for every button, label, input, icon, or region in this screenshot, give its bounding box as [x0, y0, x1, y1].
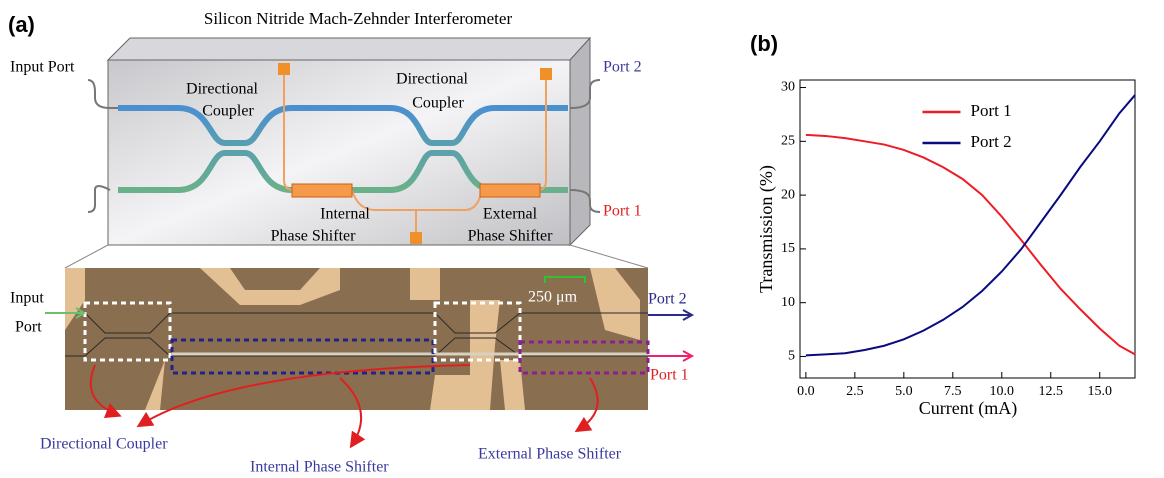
title: Silicon Nitride Mach-Zehnder Interferome…	[204, 9, 513, 28]
port-label: Port 2	[603, 59, 642, 76]
port-label: Port 1	[603, 203, 642, 220]
component-label: Coupler	[412, 95, 464, 112]
x-tick-label: 2.5	[846, 384, 864, 399]
panel-label: (a)	[8, 12, 35, 37]
port-label: Input	[10, 290, 44, 307]
figure: (a) Silicon Nitride Mach-Zehnder Interfe…	[0, 0, 1164, 478]
component-label: Coupler	[202, 103, 254, 120]
component-label: Phase Shifter	[468, 228, 554, 245]
y-tick-label: 5	[788, 349, 795, 364]
callout-label: External Phase Shifter	[478, 446, 622, 463]
x-tick-label: 5.0	[895, 384, 913, 399]
x-tick-label: 10.0	[990, 384, 1015, 399]
port-label: Input Port	[10, 59, 75, 76]
component-label: Directional	[396, 71, 469, 88]
y-axis-label: Transmission (%)	[756, 165, 777, 293]
arrow	[648, 310, 692, 320]
port-label: Port 2	[648, 291, 687, 308]
y-tick-label: 25	[781, 134, 795, 149]
panel-b: (b) Current (mA) Transmission (%)	[750, 31, 1135, 419]
component-label: External	[483, 206, 538, 223]
port-label: Port	[15, 319, 42, 336]
chip-top	[108, 38, 590, 60]
x-tick-label: 12.5	[1039, 384, 1064, 399]
y-tick-label: 20	[781, 187, 795, 202]
port-label: Port 1	[650, 367, 689, 384]
heater	[292, 184, 352, 197]
pad	[278, 63, 290, 75]
scale-label: 250 μm	[528, 289, 578, 306]
pad	[540, 68, 552, 80]
y-tick-label: 30	[781, 80, 795, 95]
callout-label: Internal Phase Shifter	[250, 459, 389, 476]
chip-side	[570, 38, 590, 245]
x-axis-label: Current (mA)	[919, 398, 1017, 419]
arrow	[648, 351, 692, 361]
series-line	[806, 135, 1135, 354]
panel-label: (b)	[750, 31, 778, 56]
callout-label: Directional Coupler	[40, 436, 168, 453]
legend-label: Port 1	[971, 101, 1012, 120]
component-label: Phase Shifter	[271, 228, 357, 245]
x-tick-label: 7.5	[944, 384, 962, 399]
pad	[410, 232, 422, 244]
x-tick-label: 0.0	[797, 384, 815, 399]
component-label: Internal	[320, 206, 370, 223]
component-label: Directional	[186, 81, 259, 98]
zoom-line	[65, 245, 648, 268]
legend-label: Port 2	[971, 132, 1012, 151]
y-tick-label: 15	[781, 241, 795, 256]
heater	[480, 184, 540, 197]
x-tick-label: 15.0	[1087, 384, 1112, 399]
panel-a: (a) Silicon Nitride Mach-Zehnder Interfe…	[8, 9, 692, 476]
y-tick-label: 10	[781, 295, 795, 310]
plot-frame	[800, 80, 1135, 378]
arrow	[45, 308, 84, 318]
